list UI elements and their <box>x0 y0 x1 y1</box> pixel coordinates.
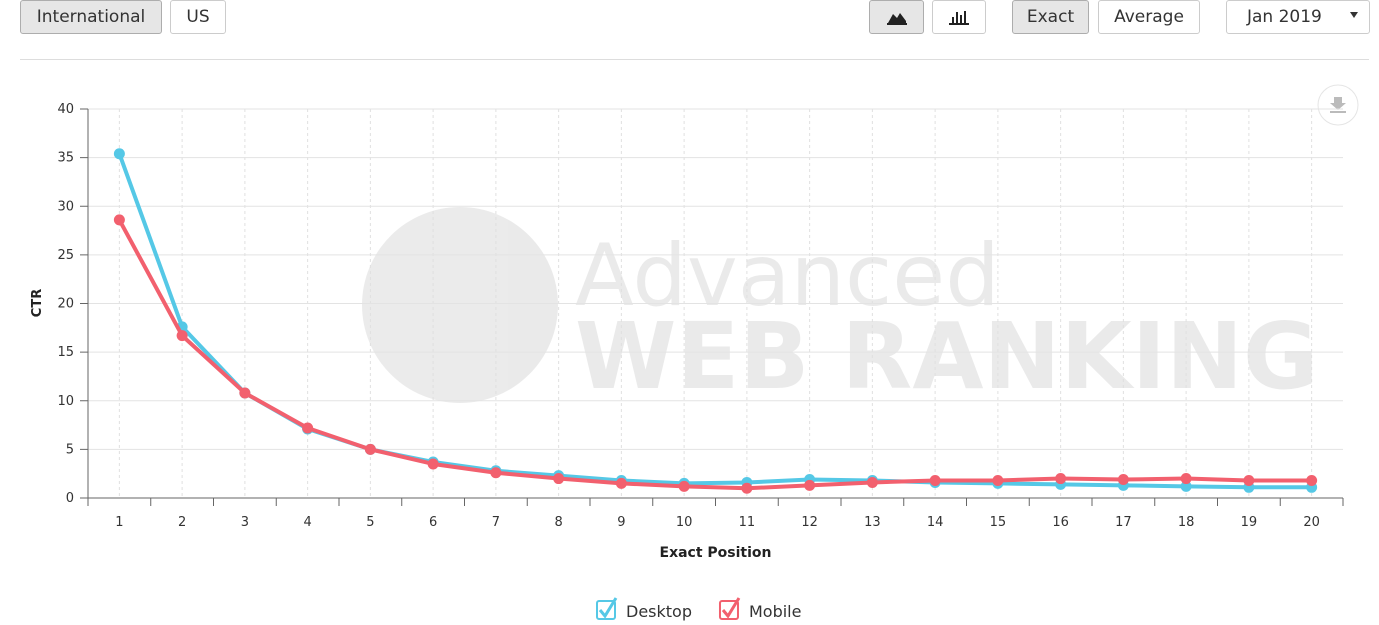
bar-chart-button[interactable] <box>932 0 986 34</box>
x-tick-label: 19 <box>1241 515 1258 530</box>
data-point <box>427 458 439 470</box>
y-tick-label: 30 <box>57 199 74 214</box>
data-point <box>1243 481 1255 493</box>
data-point <box>490 465 502 477</box>
data-point <box>1306 481 1318 493</box>
data-point <box>302 423 314 435</box>
data-point <box>929 476 941 488</box>
x-tick-label: 18 <box>1178 515 1195 530</box>
data-point <box>992 477 1004 489</box>
y-tick-label: 5 <box>66 442 74 457</box>
data-point <box>992 474 1004 486</box>
x-tick-label: 1 <box>115 515 123 530</box>
mode-button[interactable]: Exact <box>1012 0 1089 34</box>
data-point <box>113 214 125 226</box>
y-tick-label: 35 <box>57 151 74 166</box>
data-point <box>553 473 565 485</box>
area-chart-button[interactable] <box>869 0 924 34</box>
x-tick-label: 9 <box>617 515 625 530</box>
data-point <box>804 479 816 491</box>
data-point <box>364 443 376 455</box>
x-tick-label: 14 <box>927 515 944 530</box>
x-tick-label: 17 <box>1115 515 1132 530</box>
data-point <box>678 480 690 492</box>
data-point <box>176 330 188 342</box>
series-line <box>117 218 1312 491</box>
data-point <box>427 456 439 468</box>
data-point <box>1117 479 1129 491</box>
x-tick-label: 7 <box>492 515 500 530</box>
data-point <box>1180 480 1192 492</box>
data-point <box>866 474 878 486</box>
x-tick-label: 13 <box>864 515 881 530</box>
y-tick-label: 15 <box>57 345 74 360</box>
x-tick-label: 3 <box>241 515 249 530</box>
y-tick-label: 10 <box>57 394 74 409</box>
x-tick-label: 16 <box>1052 515 1069 530</box>
data-point <box>1117 474 1129 486</box>
data-point <box>1306 474 1318 486</box>
data-point <box>615 477 627 489</box>
y-axis-label: CTR <box>30 289 45 317</box>
y-tick-label: 25 <box>57 248 74 263</box>
data-point <box>490 467 502 479</box>
area-icon <box>886 13 907 25</box>
data-point <box>1180 473 1192 485</box>
x-tick-label: 8 <box>554 515 562 530</box>
data-point <box>741 476 753 488</box>
legend-item[interactable]: Desktop <box>596 597 692 621</box>
x-tick-label: 12 <box>801 515 818 530</box>
data-point <box>615 474 627 486</box>
data-point <box>741 482 753 494</box>
mode-button[interactable]: Average <box>1098 0 1200 34</box>
y-tick-label: 20 <box>57 297 74 312</box>
y-tick-label: 0 <box>66 491 74 506</box>
data-point <box>176 321 188 333</box>
data-point <box>113 148 125 160</box>
data-point <box>1055 478 1067 490</box>
region-button[interactable]: US <box>170 0 226 34</box>
data-point <box>553 470 565 482</box>
x-tick-label: 10 <box>676 515 693 530</box>
legend-label: Mobile <box>749 602 801 621</box>
date-select[interactable]: Jan 2019 <box>1226 0 1370 34</box>
legend-label: Desktop <box>626 602 692 621</box>
data-point <box>239 387 251 399</box>
download-button[interactable] <box>1317 84 1359 126</box>
x-tick-label: 4 <box>303 515 311 530</box>
data-point <box>1055 473 1067 485</box>
data-point <box>866 476 878 488</box>
x-tick-label: 6 <box>429 515 437 530</box>
select-arrow <box>1350 12 1358 18</box>
x-tick-label: 15 <box>990 515 1007 530</box>
data-point <box>1243 474 1255 486</box>
legend-check <box>598 597 618 619</box>
date-select-value: Jan 2019 <box>1247 7 1322 27</box>
data-point <box>929 474 941 486</box>
data-point <box>804 474 816 486</box>
bar-icon <box>949 11 969 25</box>
data-point <box>302 422 314 434</box>
x-tick-label: 5 <box>366 515 374 530</box>
x-tick-label: 2 <box>178 515 186 530</box>
x-tick-label: 20 <box>1303 515 1320 530</box>
watermark-text: WEB RANKING <box>575 303 1319 410</box>
data-point <box>239 387 251 399</box>
data-point <box>678 477 690 489</box>
x-tick-label: 11 <box>739 515 756 530</box>
series-line <box>117 153 1312 490</box>
legend-item[interactable]: Mobile <box>718 597 801 621</box>
x-axis-label: Exact Position <box>660 545 772 561</box>
region-button[interactable]: International <box>20 0 162 34</box>
data-point <box>364 443 376 455</box>
y-tick-label: 40 <box>57 102 74 117</box>
divider <box>20 59 1369 60</box>
watermark-text: Advanced <box>575 226 1000 326</box>
legend-check <box>721 597 741 619</box>
